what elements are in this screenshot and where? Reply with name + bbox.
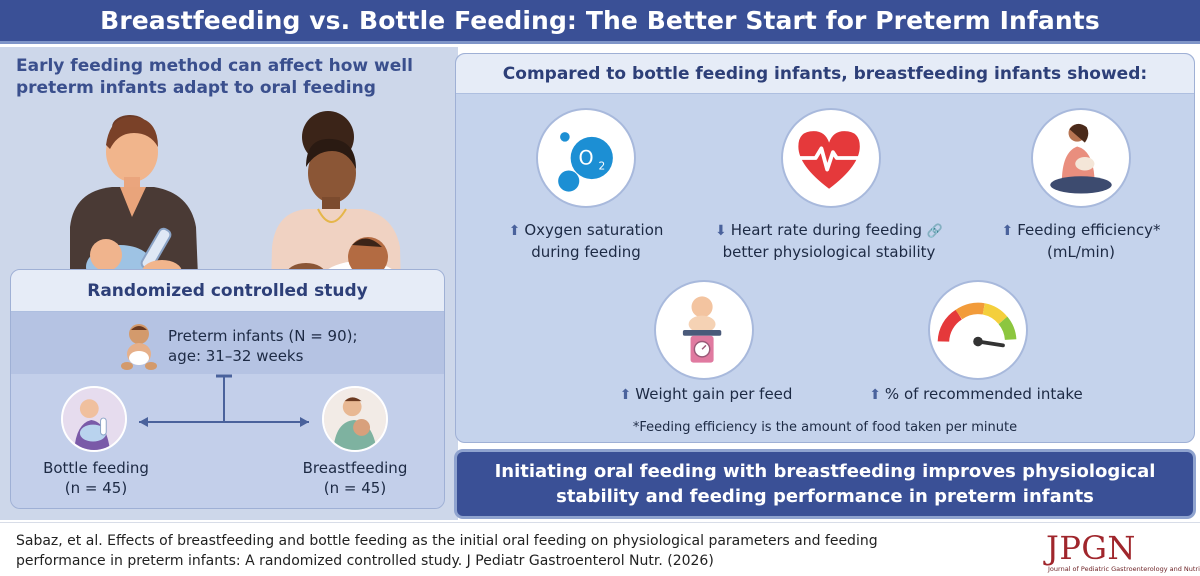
heart-rate-icon (781, 108, 881, 208)
outcome-oxygen: ⬆ Oxygen saturation during feeding (484, 220, 688, 263)
outcome-weight-gain-line1: Weight gain per feed (635, 385, 793, 403)
bottle-feeding-arm: Bottle feeding (n = 45) (31, 458, 161, 498)
o2-subscript: 2 (598, 161, 605, 173)
gauge-icon (928, 280, 1028, 380)
outcome-oxygen-line1: Oxygen saturation (524, 221, 664, 239)
outcomes-panel: Compared to bottle feeding infants, brea… (455, 53, 1195, 443)
up-arrow-icon: ⬆ (508, 223, 521, 239)
outcome-heart-rate: ⬇ Heart rate during feeding 🔗 better phys… (714, 220, 944, 263)
study-title: Randomized controlled study (11, 270, 444, 312)
outcome-oxygen-line2: during feeding (531, 243, 641, 261)
o2-symbol: O (578, 147, 593, 170)
link-icon: 🔗 (926, 224, 944, 239)
bottle-feeding-icon (61, 386, 127, 452)
study-population: Preterm infants (N = 90); age: 31–32 wee… (168, 326, 358, 366)
footer: Sabaz, et al. Effects of breastfeeding a… (0, 522, 1200, 576)
up-arrow-icon: ⬆ (619, 387, 632, 403)
breastfeeding-n: (n = 45) (323, 479, 387, 497)
intro-text: Early feeding method can affect how well… (16, 56, 413, 98)
randomization-arrows (139, 374, 309, 427)
logo-subtitle: Journal of Pediatric Gastroenterology an… (1048, 565, 1200, 573)
up-arrow-icon: ⬆ (1001, 223, 1014, 239)
oxygen-icon: O 2 (536, 108, 636, 208)
preterm-infant-icon (121, 324, 157, 370)
breastfeeding-arm: Breastfeeding (n = 45) (295, 458, 415, 498)
logo-word: JPGN (1046, 529, 1136, 567)
nursing-mother-icon (1031, 108, 1131, 208)
citation: Sabaz, et al. Effects of breastfeeding a… (16, 533, 878, 569)
conclusion-text: Initiating oral feeding with breastfeedi… (494, 461, 1156, 507)
page-title: Breastfeeding vs. Bottle Feeding: The Be… (100, 6, 1100, 35)
conclusion-banner: Initiating oral feeding with breastfeedi… (457, 452, 1193, 516)
left-panel: Early feeding method can affect how well… (0, 47, 458, 520)
outcome-heart-rate-line1: Heart rate during feeding (730, 221, 923, 239)
bottle-feeding-n: (n = 45) (64, 479, 128, 497)
jpgn-logo[interactable]: JPGN Journal of Pediatric Gastroenterolo… (1036, 529, 1200, 575)
outcome-feeding-efficiency-line1: Feeding efficiency* (1017, 221, 1161, 239)
population-age: age: 31–32 weeks (168, 347, 304, 365)
up-arrow-icon: ⬆ (869, 387, 881, 403)
study-design-box: Randomized controlled study Preterm infa… (10, 269, 445, 509)
breastfeeding-label: Breastfeeding (302, 459, 408, 477)
header-banner: Breastfeeding vs. Bottle Feeding: The Be… (0, 0, 1200, 44)
study-arms: Bottle feeding (n = 45) Breastfeeding (n… (11, 374, 444, 508)
footnote: *Feeding efficiency is the amount of foo… (632, 420, 1018, 435)
outcome-heart-rate-line2: better physiological stability (722, 243, 936, 261)
breastfeeding-icon (322, 386, 388, 452)
population-size: Preterm infants (N = 90); (168, 327, 358, 345)
outcome-feeding-efficiency: ⬆ Feeding efficiency* (mL/min) (976, 220, 1186, 263)
bottle-feeding-label: Bottle feeding (43, 459, 149, 477)
outcome-feeding-efficiency-line2: (mL/min) (1046, 243, 1115, 261)
outcome-recommended-intake: ⬆% of recommended intake (848, 384, 1104, 406)
outcomes-title: Compared to bottle feeding infants, brea… (456, 54, 1194, 94)
outcome-recommended-intake-line1: % of recommended intake (884, 385, 1083, 403)
down-arrow-icon: ⬇ (714, 223, 727, 239)
baby-scale-icon (654, 280, 754, 380)
outcome-weight-gain: ⬆ Weight gain per feed (596, 384, 816, 406)
